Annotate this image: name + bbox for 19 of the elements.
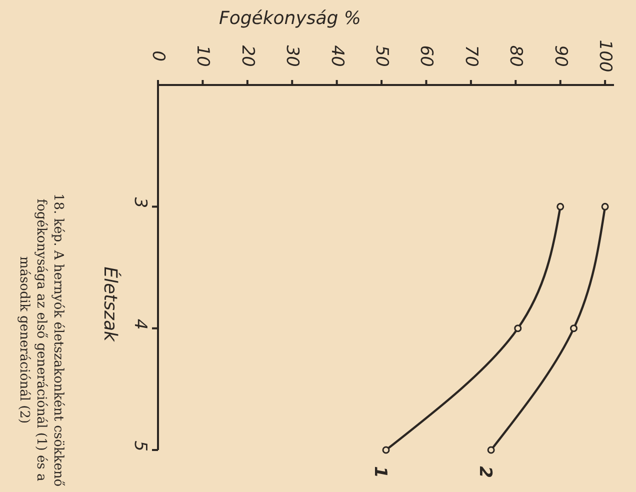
x-axis-title: Fogékonyság %	[218, 8, 362, 29]
x-tick-label: 20	[237, 45, 258, 67]
x-tick-label: 90	[550, 45, 570, 67]
x-tick-label: 50	[372, 45, 392, 67]
y-tick-label: 4	[130, 318, 150, 330]
x-tick-label: 60	[416, 45, 436, 67]
text: 1	[370, 466, 390, 478]
text: 18. kép. A hernyók életszakonként csökkenő fogékonysága az első generációnál (1) és a második generációnál (2)	[16, 193, 66, 487]
x-tick-label: 40	[326, 45, 347, 67]
text: 2	[475, 466, 496, 478]
x-tick-label: 70	[460, 45, 481, 67]
y-tick-label: 5	[130, 440, 150, 452]
x-tick-label: 80	[506, 45, 526, 67]
x-tick-label: 10	[192, 45, 213, 67]
x-tick-label: 0	[148, 50, 168, 62]
y-axis-title: Életszak	[100, 266, 122, 343]
x-tick-label: 30	[282, 45, 302, 67]
x-tick-label: 100	[595, 40, 616, 72]
y-tick-label: 3	[130, 197, 150, 208]
